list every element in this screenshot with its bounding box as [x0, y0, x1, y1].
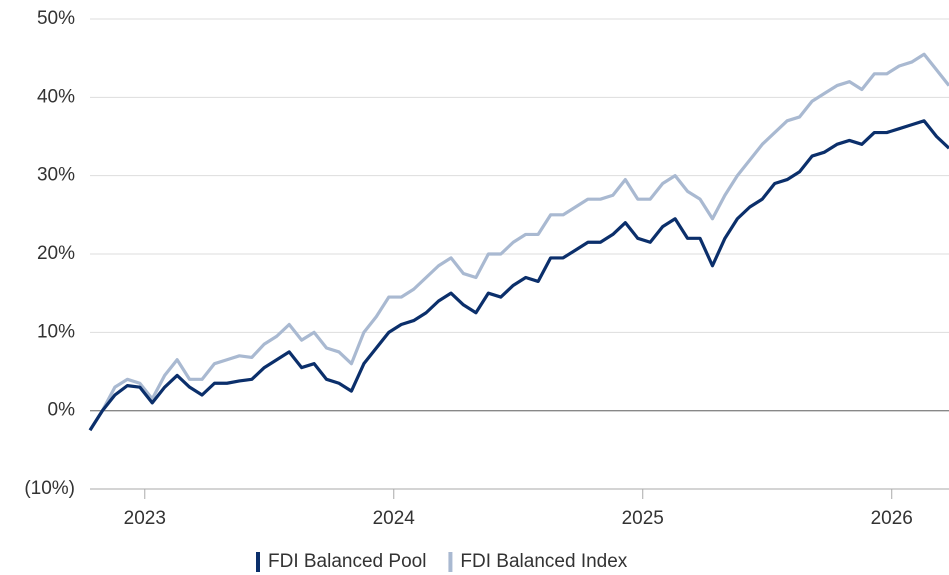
x-tick-label: 2026	[871, 508, 913, 529]
series-line	[88, 119, 949, 432]
y-tick-label: 30%	[37, 165, 75, 186]
y-tick-label: 20%	[37, 243, 75, 264]
y-tick-label: (10%)	[24, 478, 75, 499]
x-tick-label: 2023	[124, 508, 166, 529]
legend-label: FDI Balanced Pool	[268, 551, 426, 572]
legend-label: FDI Balanced Index	[460, 551, 627, 572]
legend-swatch	[256, 552, 260, 572]
y-tick-label: 40%	[37, 86, 75, 107]
y-tick-label: 50%	[37, 8, 75, 29]
series-line	[88, 52, 949, 432]
x-tick-label: 2025	[622, 508, 664, 529]
y-tick-label: 0%	[48, 400, 76, 421]
y-tick-label: 10%	[37, 321, 75, 342]
x-tick-label: 2024	[373, 508, 416, 529]
legend-swatch	[448, 552, 453, 572]
